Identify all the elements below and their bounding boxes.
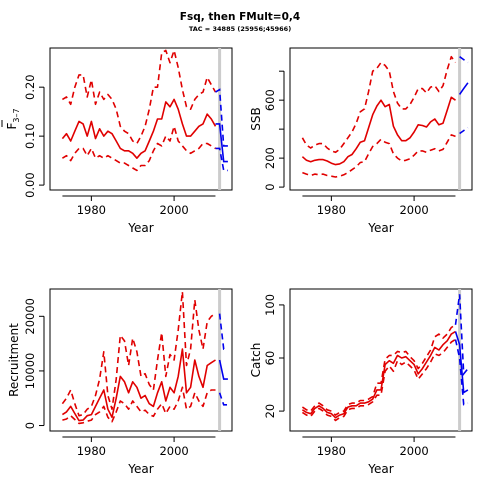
ssb-y-tick-label: 0: [263, 183, 277, 190]
ssb-series-median-line: [301, 96, 456, 166]
recruitment-projection-median-line: [218, 359, 228, 380]
recruitment-x-tick-label: 1980: [77, 444, 106, 458]
catch-y-tick-label: 60: [263, 351, 277, 366]
ssb-projection-median-line: [458, 82, 469, 95]
ssb-series-upper-line: [301, 55, 457, 154]
recruitment-y-tick-label: 10000: [23, 353, 37, 390]
catch-series-upper-line: [301, 324, 456, 416]
panel-catch: 1980 2000 20 60 100 Year Catch: [249, 288, 473, 476]
figure-subtitle: TAC = 34885 (25956;45966): [189, 25, 291, 33]
catch-x-axis-title: Year: [367, 462, 393, 476]
recruitment-x-axis-title: Year: [127, 462, 153, 476]
fbar-y-axis-title: F3–7: [5, 108, 21, 129]
fbar-series-lower-line: [61, 125, 216, 172]
panel-fbar: 1980 2000 0.00 0.10 0.20 Year F3–7: [1, 47, 233, 235]
catch-y-axis-title: Catch: [249, 343, 263, 378]
recruitment-y-tick-label: 0: [23, 422, 37, 429]
fbar-y-tick-label: 0.10: [23, 123, 37, 149]
catch-projection-lower-line: [454, 339, 469, 406]
fbar-y-tick-label: 0.20: [23, 74, 37, 100]
ssb-x-tick-label: 1980: [317, 203, 346, 217]
recruitment-series-median-line: [61, 348, 216, 422]
catch-y-tick-label: 20: [263, 404, 277, 419]
fbar-x-tick-label: 2000: [159, 203, 188, 217]
catch-x-tick-label: 1980: [317, 444, 346, 458]
fbar-projection-median-line: [215, 123, 228, 163]
recruitment-y-tick-label: 20000: [23, 298, 37, 335]
recruitment-y-axis-title: Recruitment: [7, 323, 21, 397]
fbar-x-tick-label: 1980: [77, 203, 106, 217]
catch-series-median-line: [301, 330, 456, 419]
fbar-projection-lower-line: [215, 147, 228, 172]
recruitment-series-upper-line: [61, 290, 216, 417]
fbar-x-axis-title: Year: [127, 221, 153, 235]
figure-title: Fsq, then FMult=0,4: [180, 11, 300, 23]
ssb-y-tick-label: 600: [263, 89, 277, 111]
catch-projection-median-line: [454, 331, 469, 394]
ssb-projection-upper-line: [459, 56, 469, 64]
fbar-plot-frame: [49, 47, 233, 191]
ssb-plot-frame: [289, 47, 473, 191]
ssb-x-axis-title: Year: [367, 221, 393, 235]
catch-x-tick-label: 2000: [399, 444, 428, 458]
fbar-series-upper-line: [61, 49, 217, 145]
recruitment-series-lower-line: [62, 386, 216, 425]
ssb-x-tick-label: 2000: [399, 203, 428, 217]
ssb-y-axis-title: SSB: [249, 107, 263, 130]
catch-y-tick-label: 100: [263, 294, 277, 316]
panel-ssb: 1980 2000 0 200 600 Year SSB: [249, 47, 473, 235]
recruitment-plot-frame: [49, 288, 233, 432]
catch-projection-upper-line: [454, 294, 469, 377]
ssb-series-lower-line: [302, 134, 456, 178]
catch-series-lower-line: [301, 338, 456, 422]
ssb-y-tick-label: 200: [263, 147, 277, 169]
recruitment-x-tick-label: 2000: [159, 444, 188, 458]
catch-plot-frame: [289, 288, 473, 432]
ssb-projection-lower-line: [459, 127, 469, 135]
fbar-projection-upper-line: [215, 88, 228, 147]
fbar-y-tick-label: 0.00: [23, 172, 37, 198]
recruitment-projection-upper-line: [218, 313, 228, 350]
fbar-series-median-line: [61, 98, 217, 159]
recruitment-projection-lower-line: [218, 392, 228, 406]
